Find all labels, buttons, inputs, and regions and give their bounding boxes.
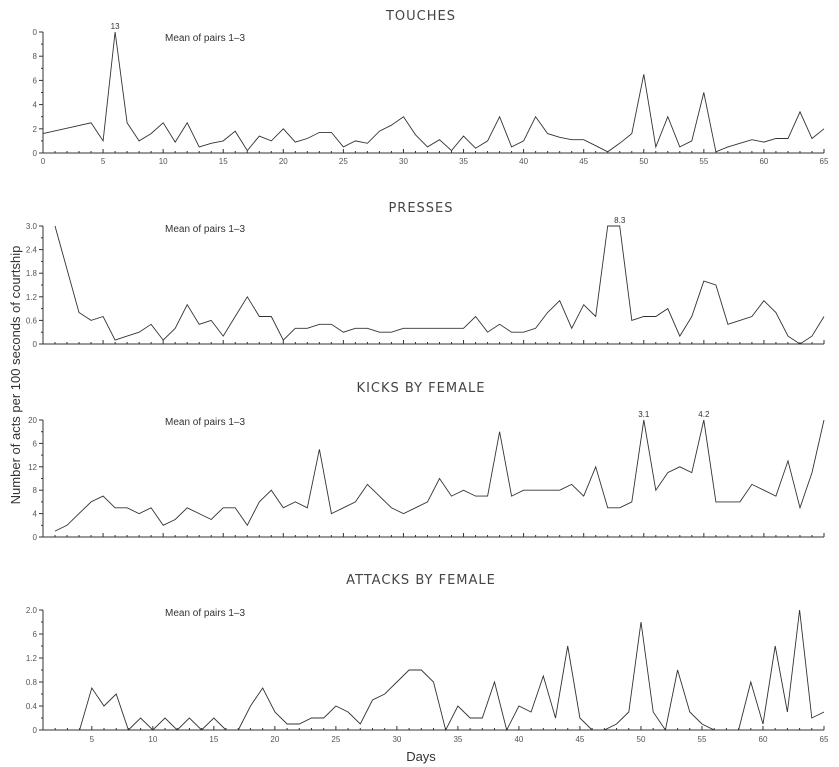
x-tick-label: 50 xyxy=(637,735,646,744)
x-tick-label: 15 xyxy=(209,735,218,744)
x-tick-label: 60 xyxy=(759,157,768,166)
x-tick-label: 10 xyxy=(148,735,157,744)
y-tick-label: 3.0 xyxy=(26,222,38,231)
x-tick-label: 20 xyxy=(279,157,288,166)
x-tick-label: 0 xyxy=(41,157,46,166)
x-tick-label: 20 xyxy=(270,735,279,744)
y-tick-label: 2 xyxy=(33,125,38,134)
x-tick-label: 25 xyxy=(339,157,348,166)
x-tick-label: 30 xyxy=(399,157,408,166)
days-axis-labels: 5 10 15 20 25 30 35 40 45 50 55 60 65 xyxy=(90,735,829,744)
y-tick-label: 1.2 xyxy=(26,293,38,302)
y-tick-label: 0 xyxy=(33,340,38,349)
x-tick-label: 40 xyxy=(519,157,528,166)
peak-label: 13 xyxy=(111,22,120,31)
panel-title: ATTACKS BY FEMALE xyxy=(346,573,496,588)
panel-title: TOUCHES xyxy=(385,9,456,24)
y-tick-label: 2.0 xyxy=(26,606,38,615)
peak-label: 3.1 xyxy=(638,410,650,419)
x-tick-label: 10 xyxy=(159,157,168,166)
peak-label: 8.3 xyxy=(614,216,626,225)
y-tick-label: 8 xyxy=(33,52,38,61)
panel-4: ATTACKS BY FEMALE Mean of pairs 1–3 0 0.4 0.… xyxy=(26,573,825,735)
y-tick-label: 0.8 xyxy=(26,678,38,687)
y-tick-label: 0 xyxy=(33,726,38,735)
x-tick-label: 60 xyxy=(759,735,768,744)
x-tick-label: 55 xyxy=(698,735,707,744)
x-tick-label: 65 xyxy=(820,735,829,744)
series-line xyxy=(43,609,825,732)
x-tick-label: 45 xyxy=(579,157,588,166)
y-tick-label: 2.4 xyxy=(26,246,38,255)
x-tick-label: 25 xyxy=(331,735,340,744)
x-tick-label: 5 xyxy=(90,735,95,744)
x-tick-label: 40 xyxy=(514,735,523,744)
x-tick-label: 50 xyxy=(639,157,648,166)
panel-3: KICKS BY FEMALE Mean of pairs 1–3 0 4 8 12 6 20… xyxy=(28,381,825,542)
series-line xyxy=(54,419,825,532)
y-tick-label: 0 xyxy=(33,149,38,158)
x-tick-label: 30 xyxy=(392,735,401,744)
peak-label: 4.2 xyxy=(698,410,710,419)
y-tick-label: 6 xyxy=(33,630,38,639)
y-tick-label: 0.6 xyxy=(26,316,38,325)
y-tick-label: 8 xyxy=(33,486,38,495)
y-tick-label: 4 xyxy=(33,101,38,110)
panel-note: Mean of pairs 1–3 xyxy=(165,608,245,619)
panel-note: Mean of pairs 1–3 xyxy=(165,224,245,235)
y-tick-label: 12 xyxy=(28,463,37,472)
x-tick-label: 35 xyxy=(453,735,462,744)
panel-note: Mean of pairs 1–3 xyxy=(165,33,245,44)
x-tick-label: 15 xyxy=(219,157,228,166)
panel-2: PRESSES Mean of pairs 1–3 0 0.6 1.2 1.8 2.4 3.0… xyxy=(26,201,825,349)
y-tick-label: 1.8 xyxy=(26,269,38,278)
panel-title: KICKS BY FEMALE xyxy=(357,381,486,396)
panel-note: Mean of pairs 1–3 xyxy=(165,417,245,428)
y-axis-label: Number of acts per 100 seconds of courts… xyxy=(8,246,23,505)
y-tick-label: 1.2 xyxy=(26,654,38,663)
x-axis-label: Days xyxy=(406,749,436,764)
x-tick-label: 35 xyxy=(459,157,468,166)
series-line xyxy=(42,31,825,153)
x-tick-label: 65 xyxy=(820,157,829,166)
x-tick-label: 55 xyxy=(699,157,708,166)
panel-title: PRESSES xyxy=(388,201,453,216)
y-tick-label: 6 xyxy=(33,76,38,85)
series-line xyxy=(54,225,825,345)
y-tick-label: 4 xyxy=(33,510,38,519)
x-tick-label: 45 xyxy=(575,735,584,744)
y-tick-label: 0.4 xyxy=(26,702,38,711)
y-tick-label: 0 xyxy=(33,533,38,542)
y-tick-label: 6 xyxy=(33,439,38,448)
y-tick-label: 0 xyxy=(33,28,38,37)
x-tick-label: 5 xyxy=(101,157,106,166)
y-tick-label: 20 xyxy=(28,416,37,425)
